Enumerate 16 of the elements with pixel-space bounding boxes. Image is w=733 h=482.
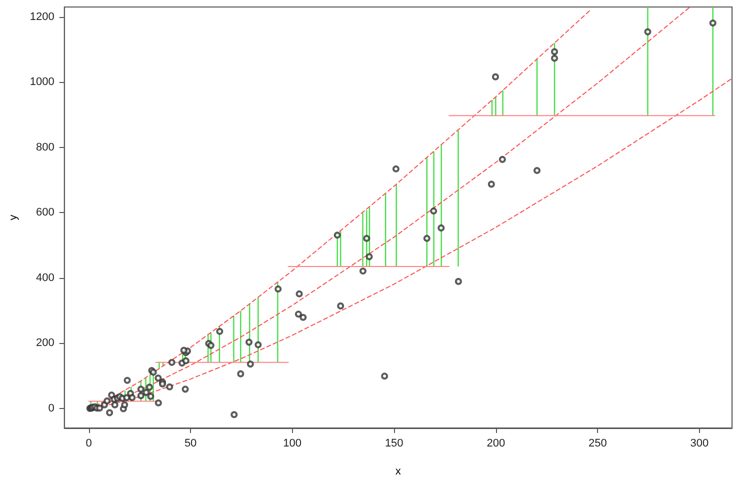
y-tick-label: 0 xyxy=(48,402,54,414)
x-tick-label: 250 xyxy=(588,438,607,450)
x-tick-label: 100 xyxy=(283,438,302,450)
x-axis-title: x xyxy=(395,466,402,478)
y-tick-label: 200 xyxy=(36,337,54,350)
y-tick-label: 800 xyxy=(36,141,54,154)
x-tick-label: 200 xyxy=(486,438,506,450)
y-tick-label: 1000 xyxy=(30,76,54,88)
y-tick-label: 400 xyxy=(36,272,54,284)
x-tick-label: 0 xyxy=(86,438,92,450)
x-tick-label: 300 xyxy=(690,438,709,450)
x-tick-label: 50 xyxy=(184,438,197,450)
y-tick-label: 1200 xyxy=(30,10,54,23)
x-tick-label: 150 xyxy=(384,438,404,450)
y-axis-title: y xyxy=(8,214,20,220)
y-tick-label: 600 xyxy=(36,206,54,219)
